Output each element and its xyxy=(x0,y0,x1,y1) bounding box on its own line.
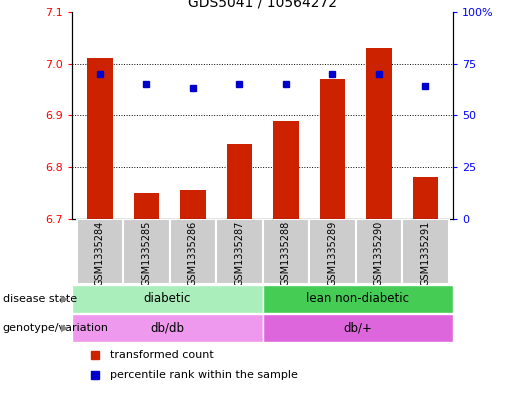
Text: GSM1335288: GSM1335288 xyxy=(281,221,291,286)
Bar xyxy=(72,285,263,313)
Text: ▶: ▶ xyxy=(61,294,68,304)
Text: GSM1335286: GSM1335286 xyxy=(188,221,198,286)
Bar xyxy=(123,219,170,284)
Text: GSM1335284: GSM1335284 xyxy=(95,221,105,286)
Bar xyxy=(263,219,309,284)
Bar xyxy=(413,178,438,219)
Text: genotype/variation: genotype/variation xyxy=(3,323,109,333)
Text: percentile rank within the sample: percentile rank within the sample xyxy=(110,370,298,380)
Bar xyxy=(263,285,453,313)
Text: diabetic: diabetic xyxy=(144,292,191,305)
Text: transformed count: transformed count xyxy=(110,351,214,360)
Bar xyxy=(355,219,402,284)
Bar xyxy=(309,219,355,284)
Bar xyxy=(134,193,159,219)
Text: db/db: db/db xyxy=(150,321,184,334)
Text: ▶: ▶ xyxy=(61,323,68,333)
Title: GDS5041 / 10564272: GDS5041 / 10564272 xyxy=(188,0,337,9)
Bar xyxy=(170,219,216,284)
Text: GSM1335285: GSM1335285 xyxy=(142,221,151,286)
Bar xyxy=(320,79,345,219)
Bar xyxy=(77,219,123,284)
Bar xyxy=(227,144,252,219)
Bar xyxy=(273,121,299,219)
Text: GSM1335290: GSM1335290 xyxy=(374,221,384,286)
Bar xyxy=(87,59,113,219)
Bar xyxy=(72,314,263,342)
Bar xyxy=(366,48,391,219)
Text: GSM1335287: GSM1335287 xyxy=(234,221,245,286)
Bar xyxy=(216,219,263,284)
Bar xyxy=(402,219,449,284)
Bar xyxy=(180,191,205,219)
Text: disease state: disease state xyxy=(3,294,77,304)
Text: db/+: db/+ xyxy=(344,321,372,334)
Text: lean non-diabetic: lean non-diabetic xyxy=(306,292,409,305)
Text: GSM1335289: GSM1335289 xyxy=(328,221,337,286)
Bar xyxy=(263,314,453,342)
Text: GSM1335291: GSM1335291 xyxy=(420,221,431,286)
